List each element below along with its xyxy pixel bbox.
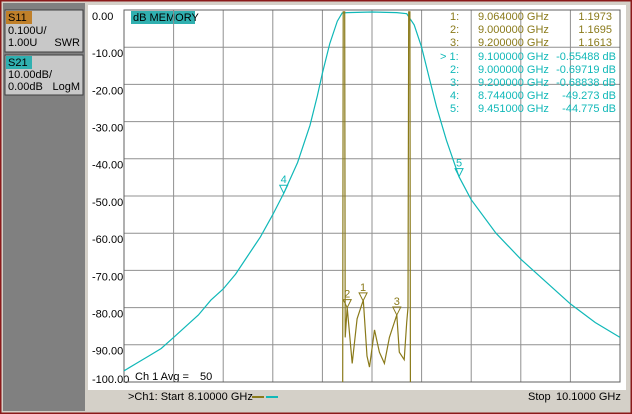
s11-name: S11 <box>8 12 27 24</box>
y-tick-label: -30.00 <box>92 123 123 135</box>
marker-row-freq: 9.000000 GHz <box>478 24 549 36</box>
s21-tag <box>6 56 32 69</box>
marker-row-value: -0.55488 dB <box>556 51 616 63</box>
y-tick-label: -80.00 <box>92 309 123 321</box>
marker-row-value: 1.1613 <box>578 37 612 49</box>
marker-row-freq: 8.744000 GHz <box>478 90 549 102</box>
s21-scale: 10.00dB/ <box>8 69 53 81</box>
y-tick-label: -70.00 <box>92 271 123 283</box>
marker-row-freq: 9.000000 GHz <box>478 64 549 76</box>
marker-row-label: 3: <box>450 37 459 49</box>
marker-row-label: 5: <box>450 103 459 115</box>
y-tick-label: -60.00 <box>92 234 123 246</box>
marker-row-freq: 9.451000 GHz <box>478 103 549 115</box>
marker-row-freq: 9.200000 GHz <box>478 37 549 49</box>
marker-id: 1 <box>360 282 366 294</box>
start-value: 8.10000 GHz <box>188 391 253 403</box>
s11-marker <box>342 299 353 309</box>
marker-row-freq: 9.200000 GHz <box>478 77 549 89</box>
marker-row-value: 1.1695 <box>578 24 612 36</box>
marker-row-freq: 9.064000 GHz <box>478 11 549 23</box>
start-label: >Ch1: Start <box>128 391 184 403</box>
y-tick-label: 0.00 <box>92 11 113 23</box>
y-tick-label: -40.00 <box>92 160 123 172</box>
marker-row-value: 1.1973 <box>578 11 612 23</box>
y-tick-label: -10.00 <box>92 48 123 60</box>
marker-row-value: -49.273 dB <box>562 90 616 102</box>
marker-id: 2 <box>344 289 350 301</box>
avg-value: 50 <box>200 371 212 383</box>
memory-tag <box>131 11 195 24</box>
stop-label: Stop <box>528 391 551 403</box>
plot-frame <box>123 9 621 383</box>
marker-row-freq: 9.100000 GHz <box>478 51 549 63</box>
marker-row-label: 1: <box>450 11 459 23</box>
memory-label: dB MEMORY <box>133 12 199 24</box>
s21-ref: 0.00dB <box>8 81 43 93</box>
marker-row-label: 2: <box>450 64 459 76</box>
trace <box>123 11 621 372</box>
s11-format: SWR <box>54 37 80 49</box>
s11-scale: 0.100U/ <box>8 25 47 37</box>
s11-marker <box>358 292 368 303</box>
s11-tag <box>6 11 32 24</box>
s11-ref: 1.00U <box>8 37 37 49</box>
y-tick-label: -50.00 <box>92 197 123 209</box>
marker-row-label: 3: <box>450 77 459 89</box>
s21-marker <box>454 168 464 178</box>
s21-format: LogM <box>52 81 80 93</box>
y-tick-label: -90.00 <box>92 346 123 358</box>
s21-name: S21 <box>8 57 28 69</box>
stop-value: 10.1000 GHz <box>556 391 621 403</box>
s11-marker <box>391 306 402 317</box>
y-tick-label: -20.00 <box>92 85 123 97</box>
marker-id: 3 <box>394 296 400 308</box>
marker-row-value: -0.69719 dB <box>556 64 616 76</box>
marker-id: 5 <box>456 157 462 169</box>
marker-row-value: -0.68838 dB <box>556 77 616 89</box>
s21-marker <box>278 184 289 195</box>
marker-row-label: 4: <box>450 90 459 102</box>
plot-background <box>88 5 626 390</box>
marker-id: 4 <box>281 174 287 186</box>
marker-row-value: -44.775 dB <box>562 103 616 115</box>
y-tick-label: -100.00 <box>92 374 129 386</box>
marker-row-label: > 1: <box>440 51 459 63</box>
avg-label: Ch 1 Avg = <box>135 371 189 383</box>
marker-row-label: 2: <box>450 24 459 36</box>
trace <box>342 11 411 383</box>
status-bar <box>88 390 626 408</box>
